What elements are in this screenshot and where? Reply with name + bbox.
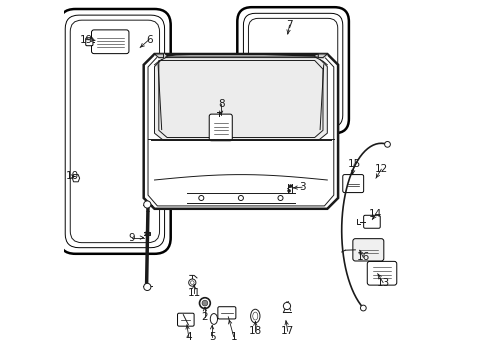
Circle shape bbox=[143, 283, 151, 291]
FancyBboxPatch shape bbox=[177, 313, 194, 326]
FancyBboxPatch shape bbox=[91, 30, 129, 54]
Text: 13: 13 bbox=[376, 278, 389, 288]
Text: 11: 11 bbox=[187, 288, 200, 298]
FancyBboxPatch shape bbox=[363, 215, 380, 228]
Ellipse shape bbox=[210, 314, 217, 324]
Text: 6: 6 bbox=[145, 35, 152, 45]
Polygon shape bbox=[154, 58, 326, 140]
Text: 3: 3 bbox=[298, 182, 305, 192]
Polygon shape bbox=[154, 54, 163, 58]
Circle shape bbox=[283, 302, 290, 310]
Text: 4: 4 bbox=[185, 332, 192, 342]
Text: 7: 7 bbox=[285, 20, 292, 30]
Circle shape bbox=[384, 141, 389, 147]
FancyBboxPatch shape bbox=[243, 13, 342, 127]
Circle shape bbox=[199, 298, 210, 309]
FancyBboxPatch shape bbox=[209, 114, 232, 141]
Polygon shape bbox=[72, 175, 80, 182]
FancyBboxPatch shape bbox=[218, 307, 235, 319]
FancyBboxPatch shape bbox=[59, 9, 170, 254]
Text: 10: 10 bbox=[66, 171, 79, 181]
Circle shape bbox=[202, 300, 207, 306]
FancyBboxPatch shape bbox=[366, 261, 396, 285]
Text: 18: 18 bbox=[248, 326, 262, 336]
Circle shape bbox=[360, 305, 366, 311]
Text: 17: 17 bbox=[281, 326, 294, 336]
Circle shape bbox=[287, 189, 290, 192]
Circle shape bbox=[188, 279, 196, 286]
Text: 1: 1 bbox=[230, 332, 237, 342]
FancyBboxPatch shape bbox=[352, 239, 383, 261]
Circle shape bbox=[288, 185, 291, 188]
Text: 19: 19 bbox=[80, 35, 93, 45]
FancyBboxPatch shape bbox=[342, 175, 363, 193]
Text: 16: 16 bbox=[356, 252, 369, 262]
Text: 15: 15 bbox=[347, 159, 360, 169]
FancyBboxPatch shape bbox=[237, 7, 348, 133]
FancyBboxPatch shape bbox=[85, 38, 93, 46]
Text: 14: 14 bbox=[368, 209, 382, 219]
Circle shape bbox=[143, 201, 151, 208]
Text: 5: 5 bbox=[208, 332, 215, 342]
Ellipse shape bbox=[250, 309, 260, 323]
Text: 8: 8 bbox=[217, 99, 224, 109]
Polygon shape bbox=[318, 54, 326, 58]
FancyBboxPatch shape bbox=[65, 15, 164, 248]
Text: 2: 2 bbox=[201, 312, 208, 322]
Polygon shape bbox=[143, 54, 337, 209]
Text: 9: 9 bbox=[129, 233, 135, 243]
Text: 12: 12 bbox=[374, 164, 387, 174]
